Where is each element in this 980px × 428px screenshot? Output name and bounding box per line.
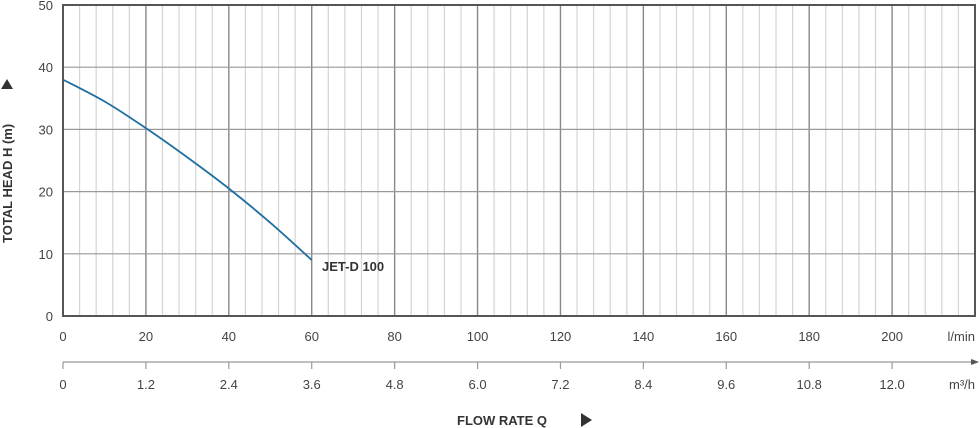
- x-axis-title: FLOW RATE Q: [457, 413, 547, 428]
- y-axis-arrow-icon: [1, 79, 13, 89]
- x2-tick-label: 0: [59, 377, 66, 392]
- x2-tick-label: 1.2: [137, 377, 155, 392]
- x-tick-label: 20: [139, 329, 153, 344]
- x-tick-label: 140: [633, 329, 655, 344]
- x2-tick-label: 6.0: [469, 377, 487, 392]
- x-tick-labels: 0 20 40 60 80 100 120 140 160 180 200: [59, 329, 903, 344]
- x-tick-label: 80: [387, 329, 401, 344]
- x2-unit-label: m³/h: [949, 377, 975, 392]
- series-line: [62, 78, 313, 261]
- x2-tick-label: 8.4: [634, 377, 652, 392]
- y-tick-label: 20: [39, 185, 53, 200]
- y-tick-label: 40: [39, 60, 53, 75]
- series-label: JET-D 100: [322, 259, 384, 274]
- x-tick-label: 60: [304, 329, 318, 344]
- x-tick-label: 160: [715, 329, 737, 344]
- x-tick-label: 180: [798, 329, 820, 344]
- x-tick-label: 0: [59, 329, 66, 344]
- x2-tick-label: 3.6: [303, 377, 321, 392]
- y-axis-title: TOTAL HEAD H (m): [0, 124, 15, 243]
- plot-frame: [62, 4, 976, 317]
- curves: [62, 78, 313, 261]
- x2-tick-label: 2.4: [220, 377, 238, 392]
- x-tick-label: 120: [550, 329, 572, 344]
- y-tick-label: 10: [39, 247, 53, 262]
- axis-arrow-icon: [971, 359, 979, 365]
- y-tick-label: 50: [39, 0, 53, 13]
- secondary-x-axis: 0 1.2 2.4 3.6 4.8 6.0 7.2 8.4 9.6 10.8 12.0: [59, 359, 979, 392]
- x-tick-label: 40: [222, 329, 236, 344]
- x2-tick-label: 4.8: [386, 377, 404, 392]
- y-tick-label: 30: [39, 122, 53, 137]
- x-tick-label: 200: [881, 329, 903, 344]
- x2-tick-label: 12.0: [879, 377, 904, 392]
- y-tick-label: 0: [46, 309, 53, 324]
- x-axis-arrow-icon: [581, 413, 592, 427]
- grid: [63, 5, 975, 316]
- x2-tick-label: 10.8: [797, 377, 822, 392]
- x2-tick-label: 7.2: [551, 377, 569, 392]
- x-unit-label: l/min: [948, 329, 975, 344]
- y-tick-labels: 0 10 20 30 40 50: [39, 0, 53, 324]
- x2-tick-label: 9.6: [717, 377, 735, 392]
- x-tick-label: 100: [467, 329, 489, 344]
